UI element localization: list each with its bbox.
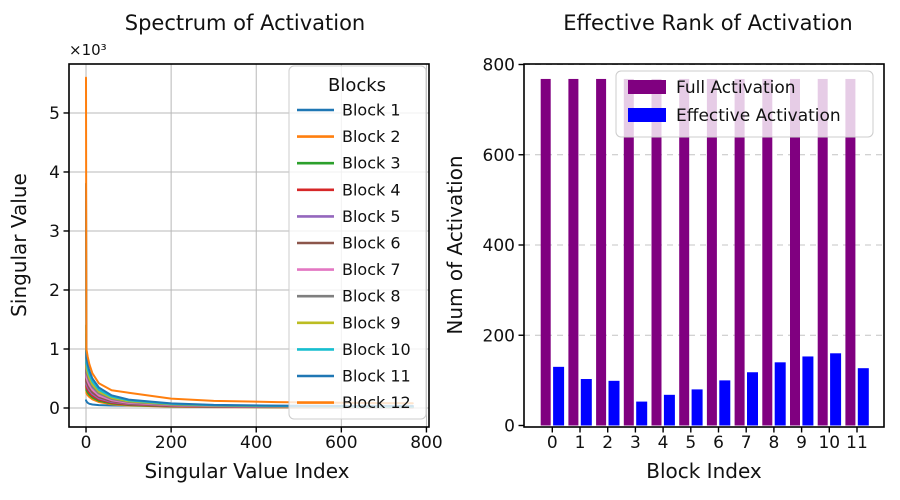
full-activation-bar: [790, 78, 800, 426]
legend-entry-label: Block 2: [342, 127, 401, 146]
effective-activation-bar: [774, 362, 786, 426]
x-tick-label: 5: [685, 433, 696, 453]
y-tick-label: 0: [504, 417, 515, 437]
y-tick-label: 2: [49, 281, 60, 301]
y-tick-label: 200: [483, 326, 515, 346]
effective-activation-bar: [580, 379, 592, 426]
spectrum-curves: [85, 76, 414, 409]
y-tick-label: 800: [483, 56, 515, 76]
full-activation-bar: [734, 78, 745, 426]
x-tick-label: 200: [155, 433, 187, 453]
y-tick-label: 1: [49, 340, 60, 360]
effective-activation-bar: [663, 394, 675, 426]
spectrum-y-offset-text: ×10³: [69, 41, 107, 59]
y-tick-label: 4: [49, 163, 60, 183]
full-activation-bar: [540, 78, 551, 426]
legend-entry-label: Block 3: [342, 154, 401, 173]
effective-activation-legend-label: Effective Activation: [676, 106, 841, 126]
full-activation-bar: [568, 78, 579, 426]
x-tick-label: 10: [818, 433, 840, 453]
spectrum-legend-box: [288, 65, 427, 420]
legend-entry-label: Block 12: [342, 393, 411, 412]
rank-title: Effective Rank of Activation: [563, 11, 853, 35]
full-activation-bar: [679, 78, 690, 426]
x-tick-label: 8: [768, 433, 779, 453]
spectrum-ylabel: Singular Value: [7, 173, 31, 317]
spectrum-ticks: 0 200 400 600 800 0 1 2 3 4 5: [49, 104, 443, 453]
y-tick-label: 600: [483, 146, 515, 166]
effective-activation-bar: [719, 380, 731, 426]
y-tick-label: 400: [483, 236, 515, 256]
x-tick-label: 4: [658, 433, 669, 453]
rank-legend-box: [615, 70, 874, 138]
full-activation-bar: [845, 78, 856, 426]
rank-ylabel: Num of Activation: [443, 155, 467, 334]
full-activation-bar: [623, 78, 634, 426]
legend-entry-label: Block 9: [342, 313, 401, 332]
legend-entry-label: Block 5: [342, 207, 401, 226]
x-tick-label: 400: [240, 433, 272, 453]
rank-bars: [540, 78, 869, 426]
y-tick-label: 0: [49, 399, 60, 419]
effective-activation-bar: [691, 389, 703, 426]
legend-entry-label: Block 10: [342, 340, 411, 359]
x-tick-label: 3: [630, 433, 641, 453]
effective-activation-bar: [747, 372, 758, 426]
x-tick-label: 11: [846, 433, 868, 453]
x-tick-label: 0: [81, 433, 92, 453]
y-tick-label: 3: [49, 222, 60, 242]
x-tick-label: 1: [575, 433, 586, 453]
x-tick-label: 9: [796, 433, 807, 453]
legend-entry-label: Block 4: [342, 180, 401, 199]
legend-entry-label: Block 8: [342, 287, 401, 306]
x-tick-label: 600: [325, 433, 357, 453]
full-activation-legend-label: Full Activation: [676, 78, 796, 98]
full-activation-bar: [596, 78, 607, 426]
spectrum-title: Spectrum of Activation: [125, 11, 366, 35]
legend-entry-label: Block 6: [342, 234, 401, 253]
y-tick-label: 5: [49, 104, 60, 124]
x-tick-label: 6: [713, 433, 724, 453]
full-activation-bar: [762, 78, 773, 426]
effective-activation-swatch: [628, 108, 666, 122]
curve-block-12: [85, 76, 414, 405]
x-tick-label: 800: [410, 433, 442, 453]
spectrum-plot: 0 200 400 600 800 0 1 2 3 4 5 Spectrum of Activati…: [7, 11, 443, 483]
x-tick-label: 0: [547, 433, 558, 453]
effective-activation-bar: [553, 366, 565, 426]
curve-block-11: [85, 182, 414, 408]
full-activation-bar: [651, 78, 662, 426]
full-activation-bar: [817, 78, 828, 426]
effective-activation-bar: [857, 368, 869, 426]
spectrum-xlabel: Singular Value Index: [144, 459, 349, 483]
spectrum-legend-title: Blocks: [328, 75, 386, 96]
full-activation-swatch: [628, 80, 666, 94]
x-tick-label: 7: [741, 433, 752, 453]
legend-entry-label: Block 1: [342, 101, 401, 120]
rank-legend: Full Activation Effective Activation: [615, 70, 874, 138]
legend-entry-label: Block 11: [342, 367, 411, 386]
spectrum-axes-frame: [68, 63, 430, 428]
spectrum-legend-entries: Block 1 Block 2 Block 3 Block 4 Block 5 Block…: [297, 101, 411, 412]
effective-activation-bar: [802, 356, 814, 426]
legend-entry-label: Block 7: [342, 260, 401, 279]
x-tick-label: 2: [602, 433, 613, 453]
full-activation-bar: [706, 78, 717, 426]
effective-activation-bar: [608, 380, 620, 426]
rank-xlabel: Block Index: [646, 459, 762, 483]
effective-activation-bar: [636, 401, 648, 426]
effective-activation-bar: [830, 353, 842, 426]
